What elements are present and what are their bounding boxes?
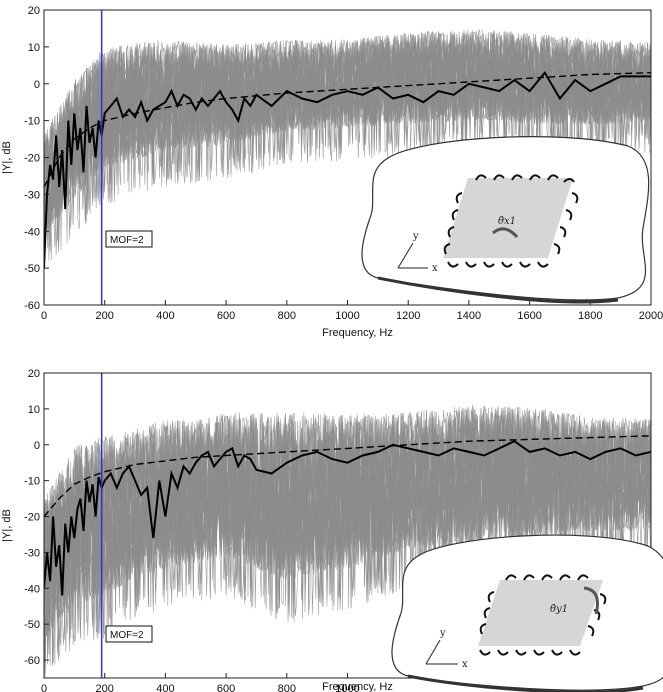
y-tick-label: -10: [24, 116, 40, 128]
series-layer: [44, 435, 651, 596]
nominal-response-line: [44, 440, 651, 596]
x-tick-label: 800: [278, 310, 296, 322]
x-tick-label: 0: [41, 310, 47, 322]
inset-symbol: θ̇x1: [498, 216, 516, 227]
plate-edge: [407, 674, 644, 692]
plate-edge: [377, 276, 619, 304]
x-tick-label: 400: [156, 683, 174, 692]
tick-labels: 0 200 400 600 800 1000 20 10 0 -10 -20 -30 -40 -50 -60: [24, 368, 360, 692]
x-axis-symbol: x: [462, 659, 468, 670]
x-tick-label: 1200: [396, 310, 420, 322]
y-tick-label: 10: [28, 42, 40, 54]
y-tick-label: -10: [24, 476, 40, 488]
patch-area: [443, 178, 573, 258]
nominal-response-line: [44, 70, 651, 269]
y-tick-label: 0: [34, 79, 40, 91]
mof-label: MOF=2: [110, 630, 144, 641]
y-axis-symbol: y: [439, 628, 446, 639]
y-tick-label: -40: [24, 583, 40, 595]
x-tick-label: 1800: [578, 310, 602, 322]
mean-trend-line: [44, 72, 651, 188]
y-tick-label: -60: [24, 300, 40, 312]
axes-frame: [43, 372, 652, 679]
x-axis-symbol: x: [432, 263, 438, 274]
mof-label-box: MOF=2: [105, 230, 153, 248]
mof-label-box: MOF=2: [105, 625, 153, 643]
x-tick-label: 400: [156, 310, 174, 322]
moment-arrows: [443, 174, 579, 268]
y-tick-label: -20: [24, 512, 40, 524]
series-layer: [44, 70, 651, 269]
y-tick-label: -30: [24, 547, 40, 559]
x-axis-label: Frequency, Hz: [322, 327, 393, 339]
ensemble-traces: [44, 28, 651, 261]
axes-frame: [43, 9, 652, 306]
panel-bottom: MOF=2 0 200 400 600 800 1000 20 10 0 -10 -20 -30 -40…: [1, 368, 663, 692]
x-tick-label: 2000: [639, 310, 663, 322]
x-tick-label: 0: [41, 683, 47, 692]
coord-axes: [397, 242, 428, 269]
y-axis-label: |Y|, dB: [1, 141, 13, 174]
x-tick-label: 1600: [517, 310, 541, 322]
coord-axes: [425, 639, 458, 665]
rotation-arrow: [583, 586, 599, 615]
y-axis-symbol: y: [412, 231, 419, 242]
y-tick-label: -30: [24, 189, 40, 201]
y-tick-label: 0: [34, 440, 40, 452]
y-tick-label: -60: [24, 655, 40, 667]
x-tick-label: 200: [96, 683, 114, 692]
x-tick-label: 600: [217, 683, 235, 692]
x-tick-label: 1400: [457, 310, 481, 322]
y-tick-label: 20: [28, 5, 40, 17]
plate-inset: θ̇y1 x y: [391, 534, 663, 692]
x-tick-label: 1000: [335, 310, 359, 322]
y-tick-label: -50: [24, 263, 40, 275]
y-tick-label: 10: [28, 404, 40, 416]
ensemble-traces: [44, 404, 651, 678]
y-tick-label: -20: [24, 153, 40, 165]
x-tick-label: 800: [278, 683, 296, 692]
rotation-arrow: [492, 227, 519, 239]
y-tick-label: -40: [24, 226, 40, 238]
plate-inset: θ̇x1 x y: [361, 136, 650, 304]
y-tick-label: 20: [28, 368, 40, 380]
ensemble-trace: [44, 406, 651, 665]
y-tick-label: -50: [24, 619, 40, 631]
mof-label: MOF=2: [110, 235, 144, 246]
mean-trend-line: [44, 435, 651, 517]
inset-symbol: θ̇y1: [550, 604, 568, 615]
patch-area: [478, 580, 603, 646]
tick-labels: 0 200 400 600 800 1000 1200 1400 1600 1800 2000 20 1…: [24, 5, 663, 322]
x-tick-label: 600: [217, 310, 235, 322]
y-axis-label: |Y|, dB: [1, 509, 13, 542]
x-tick-label: 1000: [335, 683, 359, 692]
x-axis-label: Frequency, Hz: [322, 681, 393, 692]
panel-top: MOF=2 0 200 400 600 800 1000 1200 1400 1600 1800 2…: [1, 5, 663, 339]
moment-arrows: [479, 574, 607, 656]
x-tick-label: 200: [96, 310, 114, 322]
